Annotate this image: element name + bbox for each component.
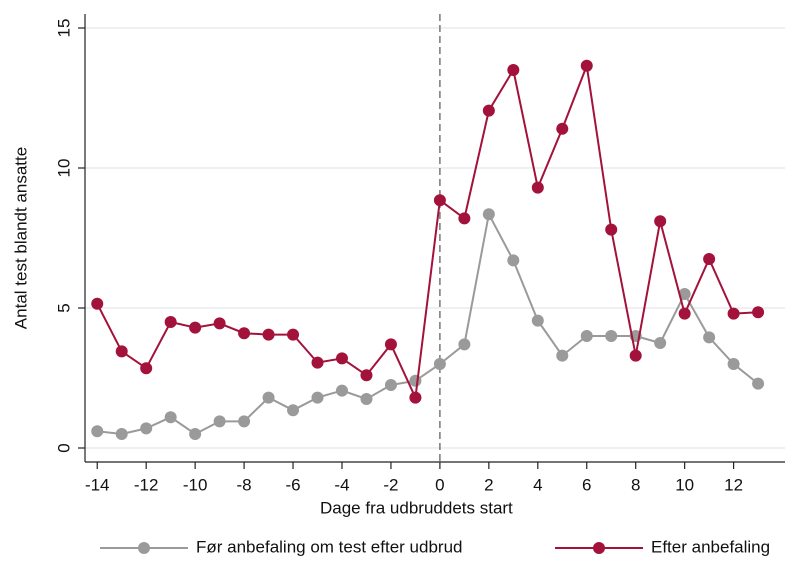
data-point [507, 254, 520, 267]
data-point [580, 59, 593, 72]
y-tick-label: 15 [54, 19, 73, 38]
x-tick-label: 6 [582, 475, 591, 494]
series-line [96, 61, 759, 402]
data-point [703, 331, 716, 344]
data-point [678, 307, 691, 320]
data-point [91, 297, 104, 310]
y-tick-label: 0 [54, 443, 73, 452]
data-point [238, 415, 251, 428]
data-point [458, 212, 471, 225]
data-point [752, 306, 765, 319]
data-point [287, 404, 300, 417]
data-point [654, 215, 667, 228]
data-point [140, 362, 153, 375]
data-point [605, 223, 618, 236]
x-tick-label: 4 [533, 475, 542, 494]
x-tick-label: 2 [484, 475, 493, 494]
data-point [189, 428, 202, 440]
data-point [115, 428, 128, 440]
data-point [115, 345, 128, 358]
y-tick-label: 10 [54, 159, 73, 178]
legend-label: Før anbefaling om test efter udbrud [196, 537, 462, 556]
data-point [531, 181, 544, 194]
data-point [580, 330, 593, 342]
data-point [752, 377, 765, 390]
x-tick-label: -6 [285, 475, 300, 494]
x-tick-label: 10 [675, 475, 694, 494]
data-point [91, 425, 104, 438]
x-tick-label: -2 [383, 475, 398, 494]
legend-label: Efter anbefaling [651, 537, 770, 556]
data-point [629, 349, 642, 362]
data-point [335, 352, 348, 365]
data-point [213, 317, 226, 330]
data-point [213, 415, 226, 428]
data-point [703, 253, 716, 265]
series-line [97, 211, 759, 436]
data-point [678, 288, 691, 300]
data-point [384, 379, 397, 391]
data-point [409, 391, 422, 404]
data-point [433, 358, 446, 370]
legend-marker [138, 542, 150, 554]
data-point [482, 104, 495, 117]
data-point [654, 337, 667, 349]
data-point [727, 307, 740, 320]
data-point [164, 316, 177, 328]
data-point [140, 422, 153, 435]
data-point [556, 349, 569, 362]
x-tick-label: -4 [334, 475, 349, 494]
x-tick-label: -12 [134, 475, 159, 494]
data-point [409, 374, 422, 387]
data-point [262, 391, 275, 404]
data-point [482, 208, 495, 221]
data-point [531, 314, 544, 327]
data-point [384, 338, 397, 351]
data-point [238, 327, 251, 340]
data-point [311, 356, 324, 369]
x-tick-label: -8 [237, 475, 252, 494]
x-tick-label: 8 [631, 475, 640, 494]
y-tick-label: 5 [54, 303, 73, 312]
data-point [605, 330, 618, 342]
x-tick-label: 0 [435, 475, 444, 494]
data-point [507, 64, 520, 76]
data-point [189, 321, 202, 334]
legend-marker [593, 542, 605, 554]
data-point [433, 194, 446, 207]
data-point [164, 411, 177, 424]
data-point [556, 122, 569, 135]
data-point [311, 391, 324, 404]
x-tick-label: -14 [85, 475, 110, 494]
x-tick-label: -10 [183, 475, 208, 494]
y-axis-title: Antal test blandt ansatte [11, 147, 30, 329]
data-point [335, 384, 348, 397]
data-point [360, 369, 373, 382]
data-point [360, 393, 373, 405]
x-tick-label: 12 [724, 475, 743, 494]
x-axis-title: Dage fra udbruddets start [320, 498, 513, 517]
data-point [287, 328, 300, 341]
data-point [262, 328, 275, 341]
data-point [727, 358, 740, 370]
data-point [458, 338, 471, 351]
